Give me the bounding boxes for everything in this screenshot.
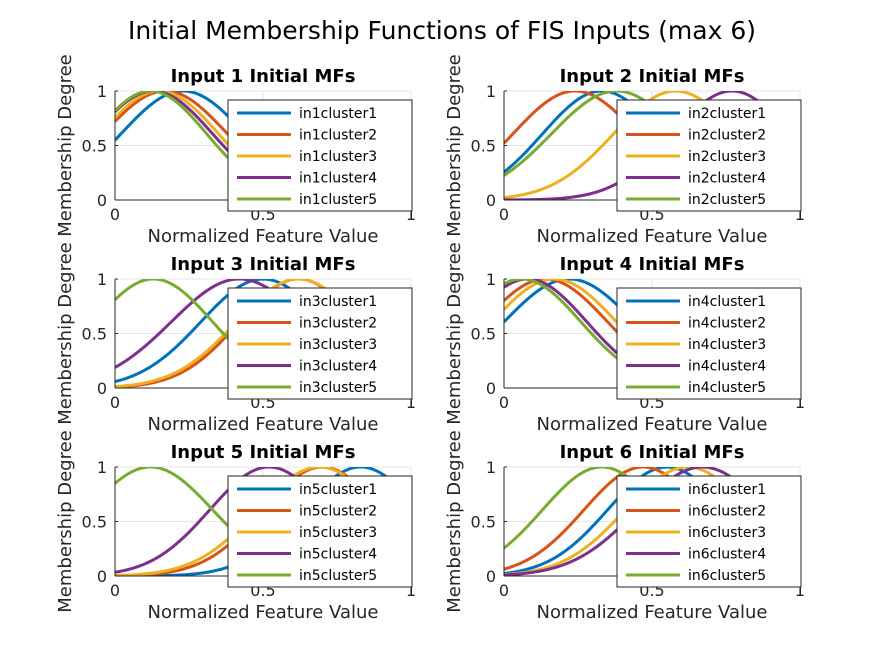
y-tick-label: 0.5 <box>471 513 496 532</box>
legend-entry: in1cluster5 <box>299 192 377 208</box>
x-tick-label: 1 <box>406 393 416 412</box>
y-tick-label: 0.5 <box>471 137 496 156</box>
legend-entry: in5cluster4 <box>299 547 377 563</box>
legend-entry: in4cluster3 <box>688 337 766 353</box>
legend-entry: in3cluster5 <box>299 380 377 396</box>
legend-entry: in3cluster1 <box>299 294 377 310</box>
legend-entry: in4cluster2 <box>688 316 766 332</box>
y-tick-label: 0 <box>97 191 107 210</box>
subplot-title: Input 3 Initial MFs <box>171 254 356 275</box>
subplot-title: Input 1 Initial MFs <box>171 66 356 87</box>
legend: in2cluster1 in2cluster2 in2cluster3 in2clus… <box>616 99 802 212</box>
y-tick-label: 1 <box>97 82 107 101</box>
legend-entry: in2cluster1 <box>688 106 766 122</box>
x-tick-label: 1 <box>795 581 805 600</box>
legend-entry: in3cluster4 <box>299 359 377 375</box>
legend-entry: in1cluster4 <box>299 171 377 187</box>
x-axis-label: Normalized Feature Value <box>148 414 379 435</box>
legend-entry: in4cluster4 <box>688 359 766 375</box>
x-axis-label: Normalized Feature Value <box>537 226 768 247</box>
subplot-title: Input 5 Initial MFs <box>171 442 356 463</box>
y-axis-label: Membership Degree <box>55 54 76 237</box>
x-tick-label: 0 <box>499 581 509 600</box>
x-axis-label: Normalized Feature Value <box>148 226 379 247</box>
legend-entry: in5cluster1 <box>299 482 377 498</box>
x-tick-label: 0 <box>110 581 120 600</box>
y-tick-label: 1 <box>486 458 496 477</box>
legend-entry: in4cluster1 <box>688 294 766 310</box>
legend-entry: in5cluster5 <box>299 568 377 584</box>
y-tick-label: 1 <box>486 82 496 101</box>
legend-entry: in6cluster2 <box>688 504 766 520</box>
y-tick-label: 0 <box>97 567 107 586</box>
legend-entry: in2cluster4 <box>688 171 766 187</box>
legend-entry: in6cluster5 <box>688 568 766 584</box>
y-tick-label: 0 <box>486 191 496 210</box>
y-tick-label: 0.5 <box>82 137 107 156</box>
legend-entry: in1cluster3 <box>299 149 377 165</box>
legend-entry: in2cluster5 <box>688 192 766 208</box>
legend: in1cluster1 in1cluster2 in1cluster3 in1clus… <box>227 99 413 212</box>
legend: in5cluster1 in5cluster2 in5cluster3 in5clus… <box>227 475 413 588</box>
y-axis-label: Membership Degree <box>55 430 76 613</box>
subplot-title: Input 4 Initial MFs <box>560 254 745 275</box>
legend-entry: in6cluster4 <box>688 547 766 563</box>
y-tick-label: 1 <box>486 270 496 289</box>
y-tick-label: 0.5 <box>471 325 496 344</box>
x-axis-label: Normalized Feature Value <box>537 414 768 435</box>
y-tick-label: 1 <box>97 270 107 289</box>
legend-entry: in3cluster2 <box>299 316 377 332</box>
legend-entry: in2cluster2 <box>688 128 766 144</box>
y-tick-label: 0.5 <box>82 325 107 344</box>
y-tick-label: 0 <box>97 379 107 398</box>
y-axis-label: Membership Degree <box>444 242 465 425</box>
legend-entry: in2cluster3 <box>688 149 766 165</box>
y-tick-label: 0 <box>486 379 496 398</box>
y-axis-label: Membership Degree <box>55 242 76 425</box>
legend-entry: in5cluster3 <box>299 525 377 541</box>
y-tick-label: 1 <box>97 458 107 477</box>
x-tick-label: 1 <box>406 205 416 224</box>
legend: in6cluster1 in6cluster2 in6cluster3 in6clus… <box>616 475 802 588</box>
legend-entry: in1cluster1 <box>299 106 377 122</box>
x-tick-label: 1 <box>406 581 416 600</box>
y-axis-label: Membership Degree <box>444 54 465 237</box>
legend-entry: in1cluster2 <box>299 128 377 144</box>
x-tick-label: 1 <box>795 205 805 224</box>
legend-entry: in5cluster2 <box>299 504 377 520</box>
x-axis-label: Normalized Feature Value <box>537 602 768 623</box>
x-tick-label: 0 <box>110 393 120 412</box>
x-tick-label: 0 <box>499 205 509 224</box>
y-axis-label: Membership Degree <box>444 430 465 613</box>
x-tick-label: 1 <box>795 393 805 412</box>
legend-entry: in3cluster3 <box>299 337 377 353</box>
x-axis-label: Normalized Feature Value <box>148 602 379 623</box>
y-tick-label: 0 <box>486 567 496 586</box>
legend: in4cluster1 in4cluster2 in4cluster3 in4clus… <box>616 287 802 400</box>
subplot-title: Input 2 Initial MFs <box>560 66 745 87</box>
subplot-title: Input 6 Initial MFs <box>560 442 745 463</box>
legend-entry: in4cluster5 <box>688 380 766 396</box>
y-tick-label: 0.5 <box>82 513 107 532</box>
legend: in3cluster1 in3cluster2 in3cluster3 in3clus… <box>227 287 413 400</box>
figure-title: Initial Membership Functions of FIS Inpu… <box>128 16 756 45</box>
x-tick-label: 0 <box>499 393 509 412</box>
x-tick-label: 0 <box>110 205 120 224</box>
legend-entry: in6cluster3 <box>688 525 766 541</box>
legend-entry: in6cluster1 <box>688 482 766 498</box>
